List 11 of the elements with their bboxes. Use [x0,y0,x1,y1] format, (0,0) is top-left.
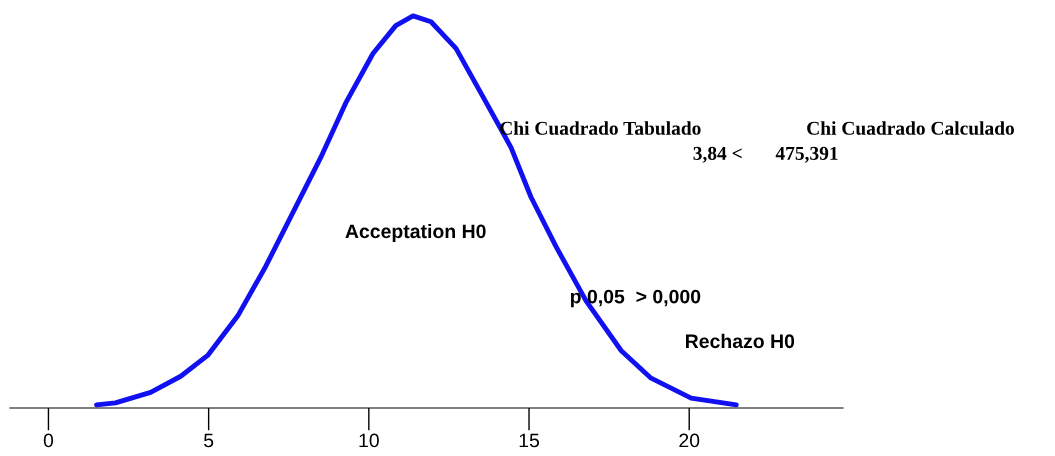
annotation: 3,84 < [693,146,742,163]
x-tick-label: 0 [43,433,54,448]
annotation: Rechazo H0 [686,333,795,349]
x-tick-label: 20 [679,433,700,448]
annotation: 475,391 [775,146,838,163]
annotation: p 0,05 > 0,000 [570,289,701,308]
annotation: Chi Cuadrado Calculado [807,121,1014,135]
x-tick-label: 15 [519,433,540,448]
x-tick-label: 10 [359,433,379,448]
x-tick-label: 5 [204,433,214,448]
annotation: Acceptation H0 [345,223,486,243]
